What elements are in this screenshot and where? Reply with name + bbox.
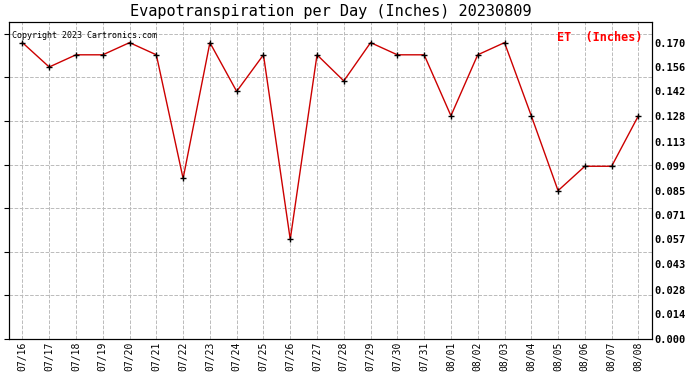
Text: ET  (Inches): ET (Inches): [557, 31, 642, 44]
Text: Copyright 2023 Cartronics.com: Copyright 2023 Cartronics.com: [12, 31, 157, 40]
Title: Evapotranspiration per Day (Inches) 20230809: Evapotranspiration per Day (Inches) 2023…: [130, 4, 531, 19]
